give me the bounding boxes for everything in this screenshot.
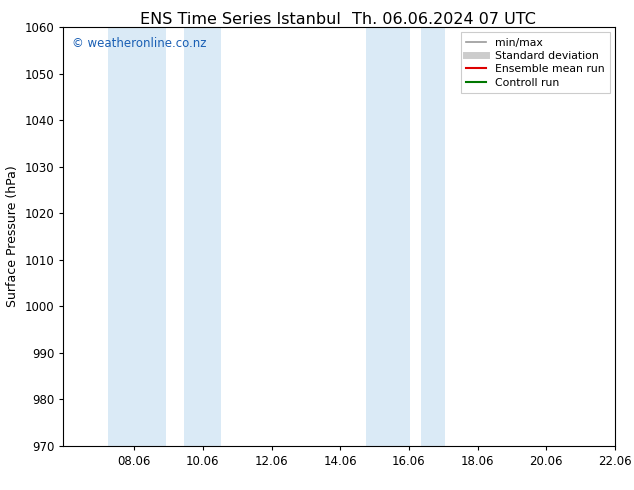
Bar — [108, 27, 167, 446]
Legend: min/max, Standard deviation, Ensemble mean run, Controll run: min/max, Standard deviation, Ensemble me… — [461, 32, 609, 93]
Text: © weatheronline.co.nz: © weatheronline.co.nz — [72, 37, 206, 50]
Y-axis label: Surface Pressure (hPa): Surface Pressure (hPa) — [6, 166, 19, 307]
Bar — [184, 27, 221, 446]
Text: Th. 06.06.2024 07 UTC: Th. 06.06.2024 07 UTC — [352, 12, 536, 27]
Bar — [420, 27, 444, 446]
Bar — [366, 27, 410, 446]
Text: ENS Time Series Istanbul: ENS Time Series Istanbul — [141, 12, 341, 27]
